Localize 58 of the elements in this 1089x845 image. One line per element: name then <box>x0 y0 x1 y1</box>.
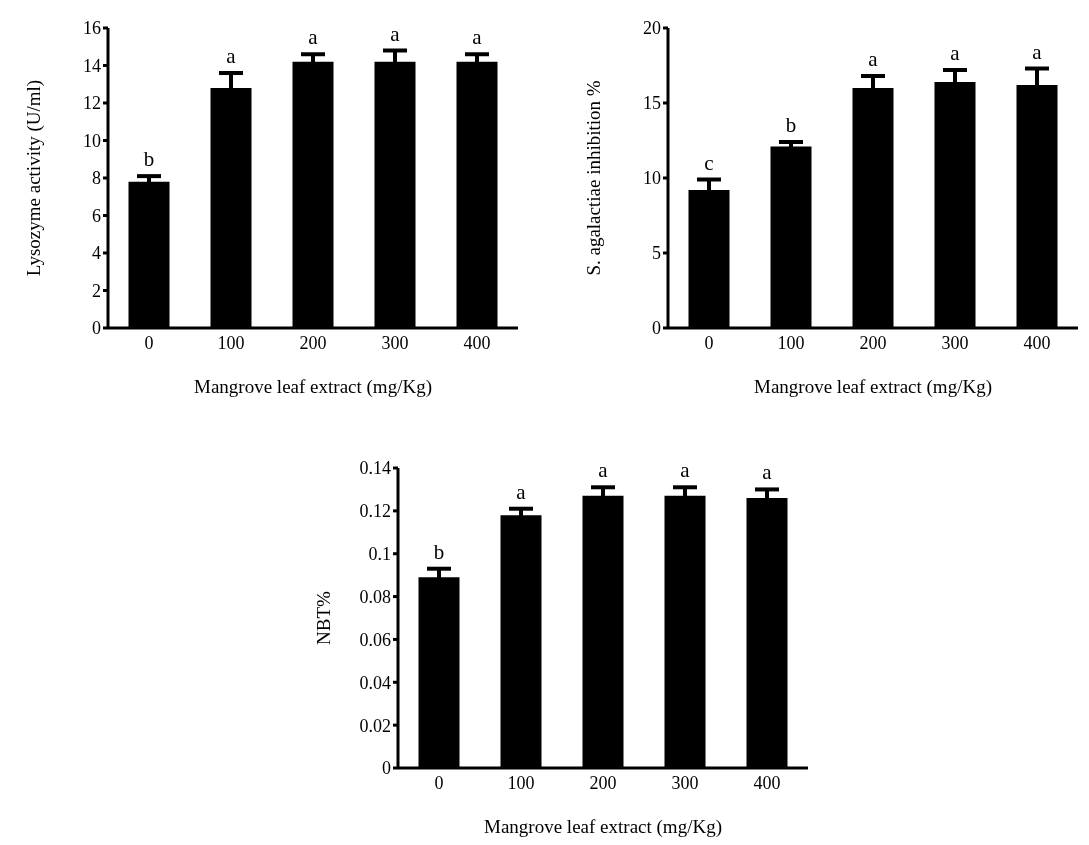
y-axis-title: NBT% <box>312 590 334 645</box>
x-tick-label: 400 <box>463 332 491 353</box>
y-tick-label: 10 <box>83 130 101 151</box>
x-tick-label: 300 <box>941 332 969 353</box>
y-tick-label: 8 <box>92 168 101 189</box>
annotation: c <box>704 150 714 175</box>
y-tick-label: 0.02 <box>359 715 391 736</box>
x-tick-label: 0 <box>704 332 714 353</box>
y-tick-label: 0.1 <box>368 544 391 565</box>
x-axis-title: Mangrove leaf extract (mg/Kg) <box>754 376 992 398</box>
x-tick-label: 200 <box>299 332 327 353</box>
annotation: a <box>868 47 879 71</box>
y-tick-label: 2 <box>92 280 101 301</box>
y-tick-label: 0.06 <box>359 629 391 650</box>
x-tick-label: 300 <box>671 772 699 793</box>
y-tick-label: 0.04 <box>359 672 391 693</box>
y-tick-label: 16 <box>83 18 101 39</box>
annotation: b <box>143 147 155 172</box>
x-tick-label: 100 <box>777 332 805 353</box>
y-tick-label: 4 <box>92 243 101 264</box>
annotation: a <box>680 458 691 483</box>
y-axis-title: Lysozyme activity (U/ml) <box>22 79 45 277</box>
x-tick-label: 0 <box>434 772 444 793</box>
y-tick-label: 0 <box>92 318 101 339</box>
annotation: a <box>226 44 237 68</box>
y-tick-label: 10 <box>643 168 661 189</box>
annotation: b <box>433 539 445 564</box>
y-tick-label: 0 <box>652 318 661 339</box>
annotation: a <box>1032 39 1043 64</box>
y-axis-title: S. agalactiae inhibition % <box>582 80 604 276</box>
x-axis-title: Mangrove leaf extract (mg/Kg) <box>194 376 432 398</box>
x-tick-label: 300 <box>381 332 409 353</box>
annotation: a <box>598 458 609 483</box>
y-tick-label: 5 <box>652 243 661 264</box>
y-tick-label: 6 <box>92 205 101 226</box>
x-axis-title: Mangrove leaf extract (mg/Kg) <box>484 816 722 838</box>
x-tick-label: 400 <box>753 772 781 793</box>
y-tick-label: 0 <box>382 758 391 779</box>
y-tick-label: 12 <box>83 93 101 114</box>
annotation: a <box>308 25 319 50</box>
x-tick-label: 0 <box>144 332 154 353</box>
x-tick-label: 200 <box>589 772 617 793</box>
y-tick-label: 15 <box>643 93 661 114</box>
y-tick-label: 0.08 <box>359 586 391 607</box>
x-tick-label: 200 <box>859 332 887 353</box>
annotation: a <box>950 41 961 65</box>
y-tick-label: 20 <box>643 18 661 39</box>
annotation: a <box>762 460 773 485</box>
y-tick-label: 0.14 <box>359 458 391 479</box>
annotation: a <box>516 479 527 504</box>
annotation: a <box>390 21 401 46</box>
x-tick-label: 100 <box>507 772 535 793</box>
y-tick-label: 0.12 <box>359 501 391 522</box>
x-tick-label: 400 <box>1023 332 1051 353</box>
x-tick-label: 100 <box>217 332 245 353</box>
annotation: a <box>472 25 483 50</box>
y-tick-label: 14 <box>83 55 101 76</box>
annotation: b <box>785 113 797 137</box>
